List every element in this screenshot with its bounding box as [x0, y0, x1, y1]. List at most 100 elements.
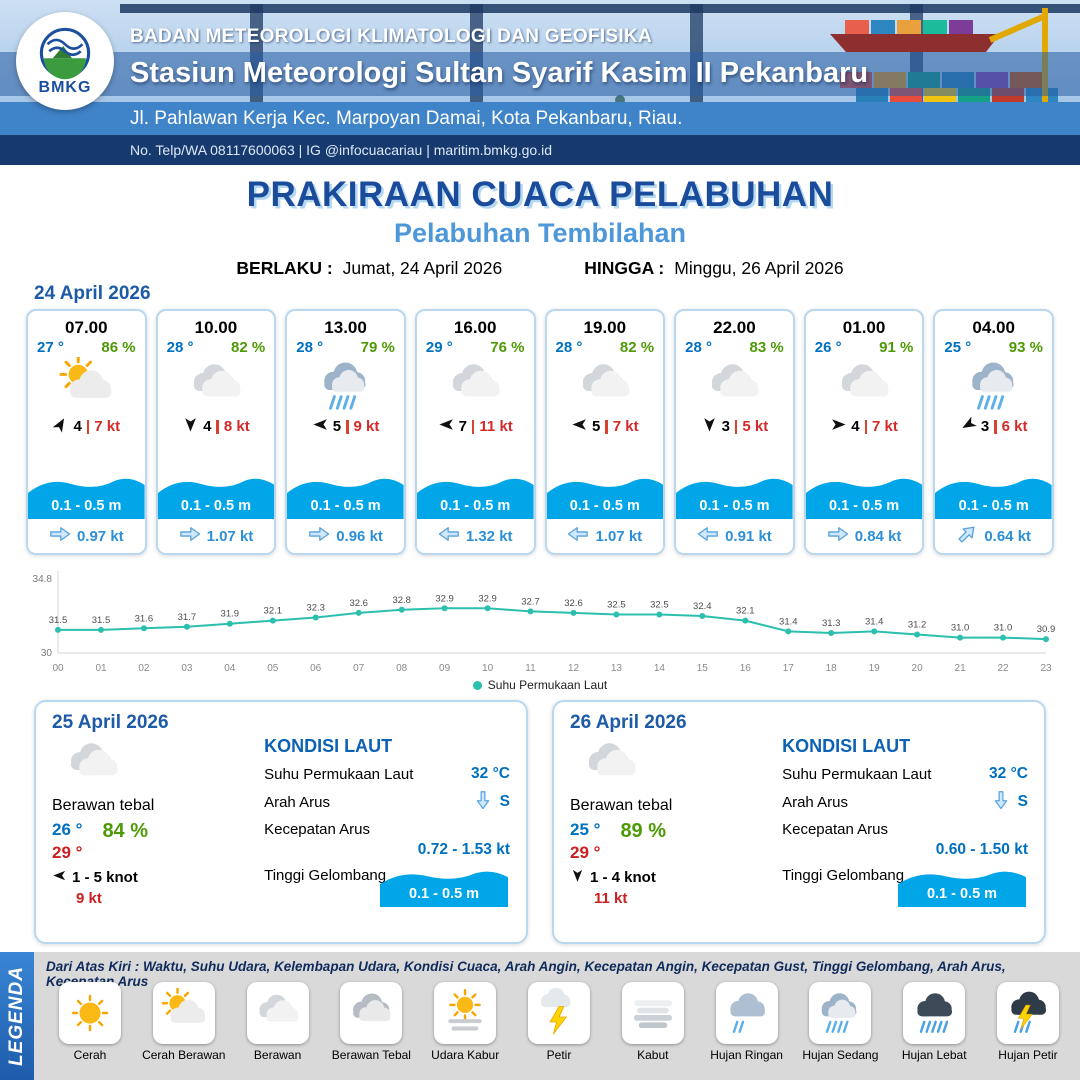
gust-speed: 8 kt: [223, 418, 250, 435]
forecast-card: 01.00 26 ° 91 % 4 7 kt 0.1 - 0.5 m 0.84 …: [803, 309, 925, 555]
current-direction-icon: [567, 524, 589, 549]
svg-text:32.3: 32.3: [306, 603, 325, 614]
condition-label: Berawan tebal: [570, 797, 673, 814]
forecast-time: 13.00: [324, 318, 367, 337]
validity-row: BERLAKU : Jumat, 24 April 2026 HINGGA : …: [0, 258, 1080, 279]
daily-forecast-section: 25 April 2026 Berawan tebal 26 ° 29 ° 84…: [0, 692, 1080, 944]
svg-text:31.4: 31.4: [865, 616, 884, 627]
wind-speed: 5: [591, 418, 601, 435]
svg-text:32.1: 32.1: [736, 606, 755, 617]
current-speed: 1.32 kt: [465, 527, 513, 545]
wind-speed: 3: [980, 418, 990, 435]
cerah-icon: [59, 982, 121, 1044]
legend-item-label: Hujan Sedang: [802, 1048, 879, 1062]
cerah-berawan-icon: [152, 982, 215, 1044]
humidity: 82 %: [231, 339, 266, 356]
legend-item-label: Kabut: [637, 1048, 669, 1062]
wind-speed: 7: [458, 418, 467, 435]
weather-icon: [311, 357, 381, 415]
svg-text:31.6: 31.6: [135, 613, 154, 624]
weather-icon: [56, 736, 130, 794]
forecast-card: 13.00 28 ° 79 % 5 9 kt 0.1 - 0.5 m 0.96 …: [285, 309, 406, 555]
current-direction-icon: [308, 524, 330, 549]
forecast-time: 04.00: [972, 318, 1015, 337]
agency-name: BADAN METEOROLOGI KLIMATOLOGI DAN GEOFIS…: [130, 26, 653, 47]
sea-conditions-heading: KONDISI LAUT: [782, 736, 911, 756]
forecast-time: 07.00: [65, 318, 108, 337]
wave-height-box: 0.1 - 0.5 m: [380, 863, 508, 907]
current-direction-value: S: [1017, 793, 1028, 810]
current-direction-icon: [956, 524, 978, 549]
sea-conditions-panel: KONDISI LAUT Suhu Permukaan Laut 32 °C A…: [776, 736, 1028, 907]
forecast-card: 04.00 25 ° 93 % 3 6 kt 0.1 - 0.5 m 0.64 …: [933, 309, 1054, 555]
wave-height-label: Tinggi Gelombang: [264, 867, 387, 884]
wave-height-band: 0.1 - 0.5 m: [805, 469, 923, 519]
svg-text:02: 02: [138, 663, 150, 674]
legend-item: Hujan Petir: [982, 982, 1074, 1062]
wind-speed: 3: [721, 418, 730, 435]
weather-icon: [181, 357, 251, 415]
legend-item-label: Hujan Lebat: [901, 1048, 967, 1062]
svg-text:15: 15: [697, 663, 709, 674]
udara-kabur-icon: [434, 982, 497, 1044]
wind-speed: 4: [203, 418, 212, 435]
daily-forecast-card: 26 April 2026 Berawan tebal 25 ° 29 ° 89…: [552, 700, 1046, 944]
divider: [864, 419, 868, 434]
contact-line: No. Telp/WA 08117600063 | IG @infocuacar…: [0, 135, 1080, 165]
forecast-card: 16.00 29 ° 76 % 7 11 kt 0.1 - 0.5 m 1.32…: [414, 309, 536, 555]
daily-date: 25 April 2026: [52, 712, 169, 733]
forecast-time: 01.00: [842, 318, 886, 337]
wind-speed: 5: [332, 418, 342, 435]
gust-speed: 5 kt: [742, 418, 769, 435]
svg-text:32.6: 32.6: [564, 598, 583, 609]
svg-text:09: 09: [439, 663, 451, 674]
humidity: 83 %: [749, 339, 784, 356]
svg-text:16: 16: [740, 663, 752, 674]
svg-text:31.5: 31.5: [92, 615, 111, 626]
humidity: 76 %: [490, 339, 525, 356]
legend-item: Kabut: [607, 982, 699, 1062]
divider: [994, 419, 997, 434]
valid-from-label: BERLAKU :: [236, 258, 333, 278]
wind-range: 1 - 5 knot: [72, 869, 138, 886]
svg-text:04: 04: [224, 663, 236, 674]
svg-text:06: 06: [310, 663, 322, 674]
current-speed: 0.91 kt: [725, 527, 772, 545]
forecast-cards-row: 07.00 27 ° 86 % 4 7 kt 0.1 - 0.5 m 0.97 …: [26, 309, 1054, 555]
svg-text:32.1: 32.1: [264, 606, 283, 617]
air-temperature: 29 °: [425, 339, 453, 356]
svg-text:05: 05: [267, 663, 279, 674]
current-speed-value: 0.72 - 1.53 kt: [417, 841, 510, 858]
station-name: Stasiun Meteorologi Sultan Syarif Kasim …: [130, 57, 869, 89]
wave-height-band: 0.1 - 0.5 m: [546, 469, 664, 519]
forecast-card: 19.00 28 ° 82 % 5 7 kt 0.1 - 0.5 m 1.07 …: [544, 309, 666, 555]
wave-height-value: 0.1 - 0.5 m: [569, 498, 640, 514]
wave-height-band: 0.1 - 0.5 m: [287, 469, 404, 519]
svg-text:12: 12: [568, 663, 580, 674]
air-temperature: 28 °: [166, 339, 194, 356]
gust-speed: 11 kt: [594, 890, 628, 907]
svg-text:32.4: 32.4: [693, 601, 712, 612]
hujan-ringan-icon: [715, 982, 778, 1044]
svg-text:31.7: 31.7: [178, 612, 197, 623]
svg-text:32.9: 32.9: [435, 593, 454, 604]
forecast-card: 07.00 27 ° 86 % 4 7 kt 0.1 - 0.5 m 0.97 …: [26, 309, 147, 555]
wave-height-value: 0.1 - 0.5 m: [310, 498, 381, 514]
title-section: PRAKIRAAN CUACA PELABUHAN Pelabuhan Temb…: [0, 165, 1080, 279]
sst-line-chart: 34.8 30 31.5 00 31.5 01 31.6 02 31.7 03 31.9 04 32.1…: [33, 571, 1055, 674]
legend-item: Hujan Lebat: [888, 982, 980, 1062]
wind-speed: 4: [851, 418, 860, 435]
air-temperature: 28 °: [555, 339, 583, 356]
sst-value: 32 °C: [471, 765, 510, 782]
legend-item: Berawan Tebal: [325, 982, 417, 1062]
berawan-icon: [246, 982, 309, 1044]
wave-height-value: 0.1 - 0.5 m: [180, 498, 251, 514]
daily-weather-summary: Berawan tebal 25 ° 29 ° 89 % 1 - 4 knot …: [570, 736, 776, 907]
temp-max: 29 °: [570, 843, 601, 862]
legend-description: Dari Atas Kiri : Waktu, Suhu Udara, Kele…: [46, 959, 1006, 989]
current-direction-icon: [438, 524, 460, 549]
wave-height-band: 0.1 - 0.5 m: [935, 469, 1052, 519]
divider: [471, 419, 475, 434]
legend-vertical-label: LEGENDA: [6, 966, 27, 1066]
legend-item-label: Hujan Petir: [998, 1048, 1058, 1062]
